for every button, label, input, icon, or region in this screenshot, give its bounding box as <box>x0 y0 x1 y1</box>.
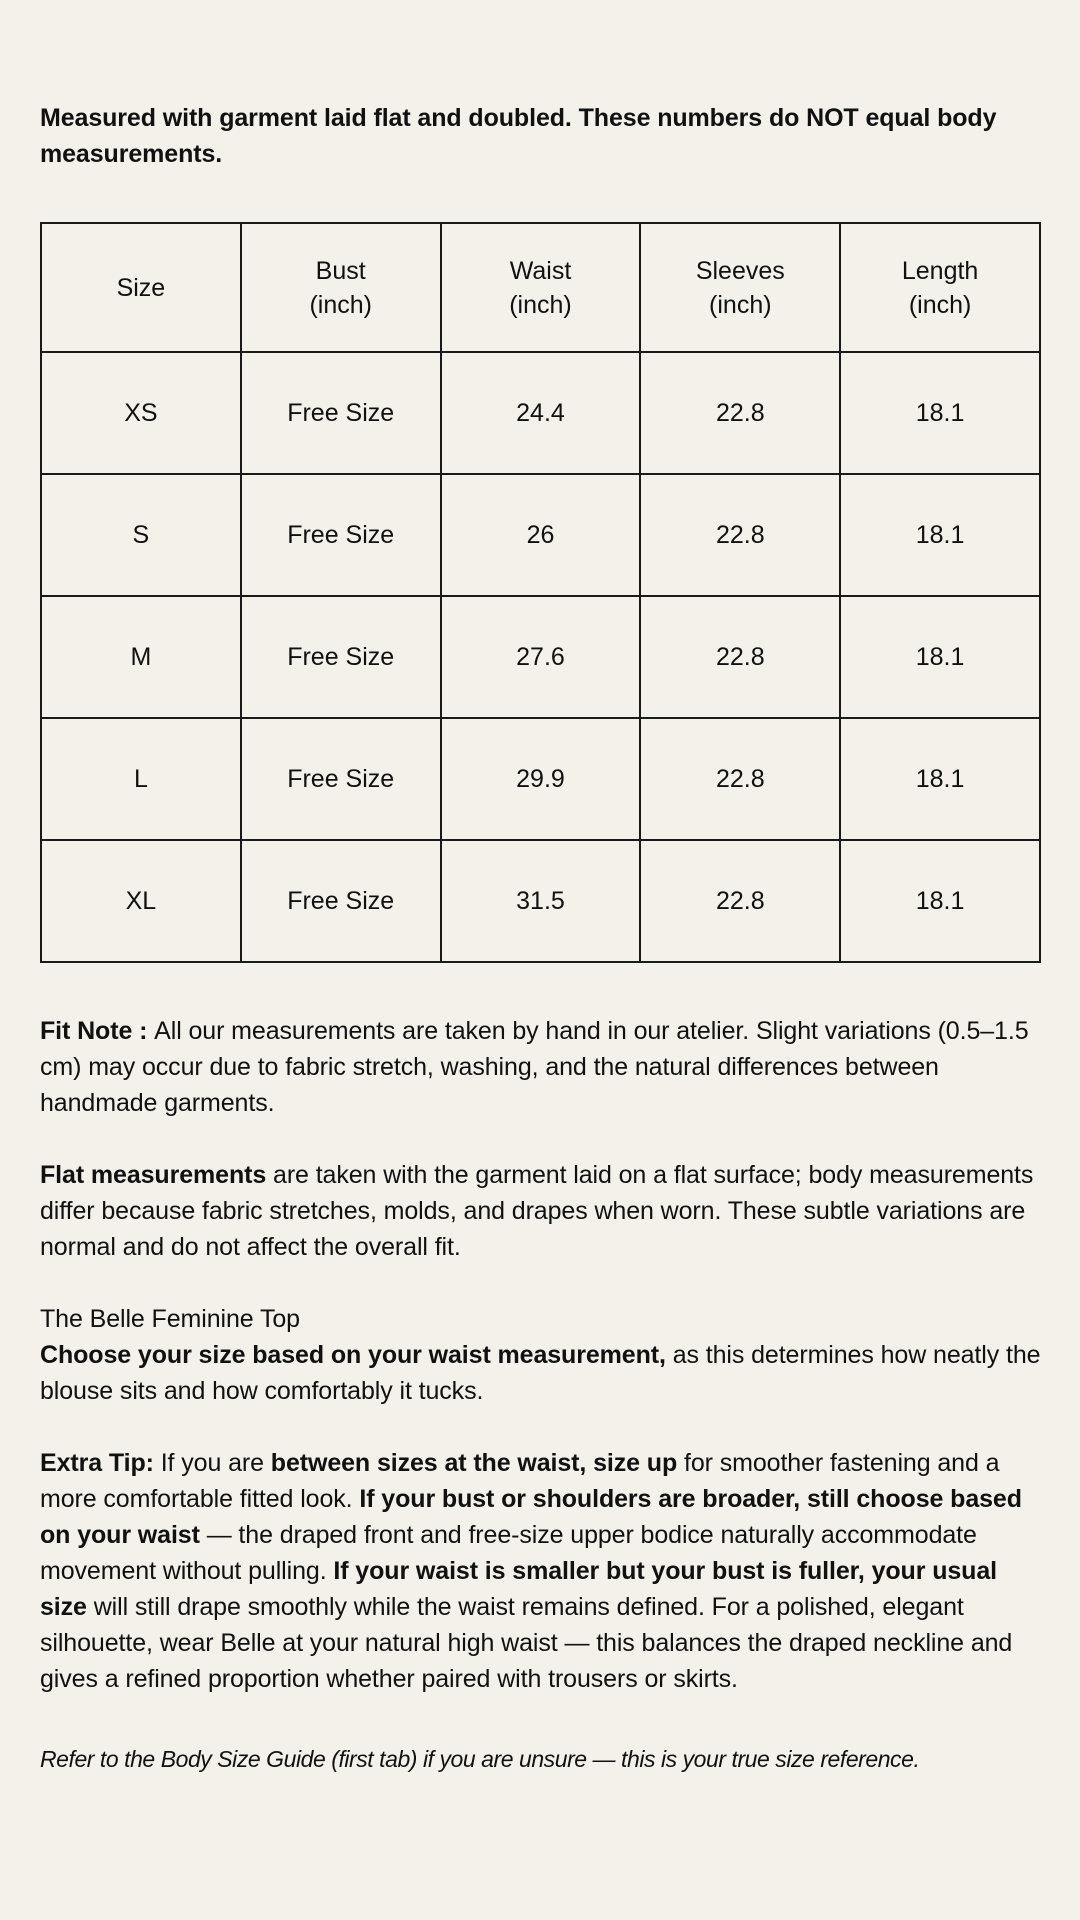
column-label: Size <box>116 273 166 302</box>
size-cell: XS <box>40 351 242 475</box>
bust-cell: Free Size <box>239 595 442 719</box>
column-unit: (inch) <box>509 290 572 319</box>
column-unit: (inch) <box>709 290 772 319</box>
table-row-l: L Free Size 29.9 22.8 18.1 <box>40 717 1041 841</box>
extra-tip-paragraph: Extra Tip: If you are between sizes at t… <box>40 1449 1022 1693</box>
table-header-row: Size Bust (inch) Waist (inch) Sleeves (i… <box>40 222 1041 353</box>
belle-top-paragraph: The Belle Feminine Top Choose your size b… <box>40 1305 1041 1405</box>
column-label: Length <box>901 256 979 285</box>
waist-cell: 26 <box>439 473 642 597</box>
column-header-waist: Waist (inch) <box>439 222 642 353</box>
table-row-xs: XS Free Size 24.4 22.8 18.1 <box>40 351 1041 475</box>
bust-cell: Free Size <box>239 351 442 475</box>
sleeves-cell: 22.8 <box>639 717 842 841</box>
table-row-s: S Free Size 26 22.8 18.1 <box>40 473 1041 597</box>
length-cell: 18.1 <box>839 717 1041 841</box>
footnote-paragraph: Refer to the Body Size Guide (first tab)… <box>40 1746 920 1772</box>
column-label: Sleeves <box>695 256 785 285</box>
sleeves-cell: 22.8 <box>639 839 842 963</box>
table-row-m: M Free Size 27.6 22.8 18.1 <box>40 595 1041 719</box>
column-unit: (inch) <box>908 290 972 319</box>
bust-cell: Free Size <box>239 839 442 963</box>
fit-note-paragraph: Fit Note : All our measurements are take… <box>40 1017 1029 1117</box>
sleeves-cell: 22.8 <box>639 473 842 597</box>
column-header-bust: Bust (inch) <box>239 222 442 353</box>
column-label: Bust <box>315 256 366 285</box>
sleeves-cell: 22.8 <box>639 351 842 475</box>
bust-cell: Free Size <box>239 717 442 841</box>
bust-cell: Free Size <box>239 473 442 597</box>
column-unit: (inch) <box>309 290 372 319</box>
sleeves-cell: 22.8 <box>639 595 842 719</box>
length-cell: 18.1 <box>839 351 1041 475</box>
waist-cell: 27.6 <box>439 595 642 719</box>
size-chart-table: Size Bust (inch) Waist (inch) Sleeves (i… <box>40 222 1041 963</box>
length-cell: 18.1 <box>839 839 1041 963</box>
size-cell: L <box>40 717 242 841</box>
size-cell: XL <box>40 839 242 963</box>
column-header-sleeves: Sleeves (inch) <box>639 222 842 353</box>
flat-measurements-paragraph: Flat measurements are taken with the gar… <box>40 1161 1034 1261</box>
waist-cell: 24.4 <box>439 351 642 475</box>
column-header-length: Length (inch) <box>839 222 1041 353</box>
waist-cell: 29.9 <box>439 717 642 841</box>
measurement-disclaimer: Measured with garment laid flat and doub… <box>40 104 997 168</box>
length-cell: 18.1 <box>839 473 1041 597</box>
table-row-xl: XL Free Size 31.5 22.8 18.1 <box>40 839 1041 963</box>
length-cell: 18.1 <box>839 595 1041 719</box>
size-cell: M <box>40 595 242 719</box>
column-header-size: Size <box>40 222 242 353</box>
size-cell: S <box>40 473 242 597</box>
waist-cell: 31.5 <box>439 839 642 963</box>
column-label: Waist <box>509 256 572 285</box>
